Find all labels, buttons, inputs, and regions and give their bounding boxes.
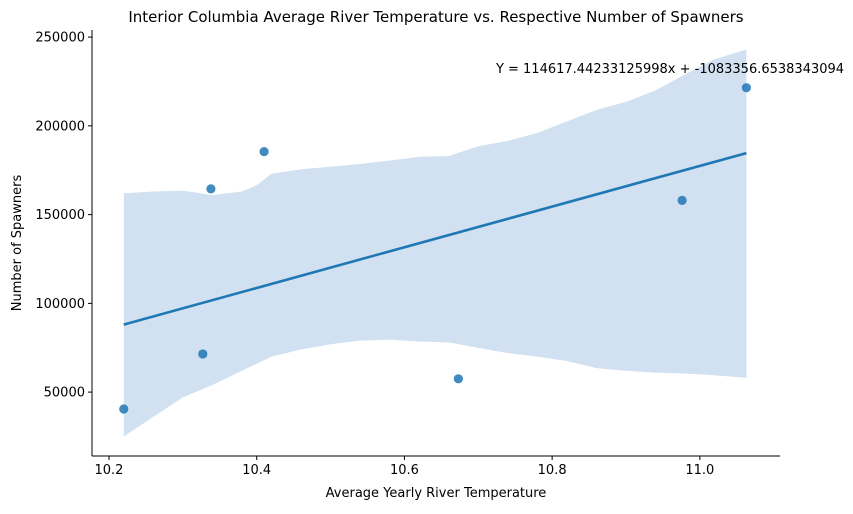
- x-tick-label: 10.8: [538, 463, 567, 478]
- data-point: [259, 146, 269, 157]
- regression-line-layer: [123, 151, 747, 326]
- x-axis-label: Average Yearly River Temperature: [326, 486, 547, 501]
- x-tick-label: 10.6: [390, 463, 419, 478]
- data-point: [677, 195, 687, 205]
- x-tick-label: 10.4: [242, 463, 271, 478]
- y-tick-label: 250000: [35, 31, 85, 46]
- y-tick-label: 200000: [35, 119, 85, 134]
- data-point: [453, 374, 463, 384]
- confidence-band-layer: [123, 49, 747, 437]
- confidence-band: [123, 49, 747, 437]
- data-points-layer: [119, 83, 751, 414]
- x-tick-label: 10.2: [95, 463, 124, 478]
- data-point: [206, 184, 216, 194]
- x-tick-label: 11.0: [685, 463, 714, 478]
- y-tick-label: 50000: [44, 386, 85, 401]
- y-axis-label: Number of Spawners: [10, 175, 25, 312]
- chart-title: Interior Columbia Average River Temperat…: [128, 8, 743, 26]
- y-tick-label: 100000: [35, 297, 85, 312]
- axes-layer: 10.2 10.4 10.6 10.8 11.0 50000 100000 150000 200…: [35, 30, 780, 478]
- y-tick-label: 150000: [35, 208, 85, 223]
- data-point: [741, 83, 751, 93]
- regression-line: [123, 151, 747, 326]
- data-point: [119, 404, 129, 414]
- regression-equation-label: Y = 114617.44233125998x + -1083356.65383…: [495, 62, 844, 77]
- data-point: [198, 349, 208, 359]
